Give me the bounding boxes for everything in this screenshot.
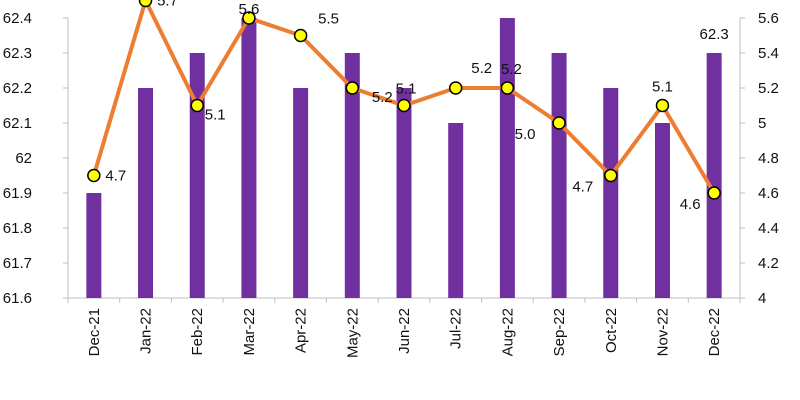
bar-series: [86, 18, 722, 298]
bar: [293, 88, 309, 298]
x-tick-label: Feb-22: [189, 308, 206, 356]
line-point: [604, 168, 618, 183]
line-point: [293, 28, 308, 43]
line-data-label: 5.5: [318, 11, 339, 28]
x-tick-label: Apr-22: [293, 308, 310, 353]
x-tick-label: Jun-22: [396, 308, 413, 354]
line-data-label: 5.1: [396, 81, 417, 98]
bar: [654, 123, 670, 298]
left-tick-label: 62.2: [3, 80, 32, 97]
right-tick-label: 5: [758, 115, 766, 132]
x-tick-label: Sep-22: [551, 308, 568, 356]
x-tick-label: Oct-22: [603, 308, 620, 353]
line-data-label: 5.6: [238, 1, 259, 18]
left-tick-label: 61.6: [3, 290, 32, 307]
line-data-label: 4.6: [680, 196, 701, 213]
line-point: [655, 98, 670, 113]
line-data-label: 5.0: [515, 126, 536, 143]
line-point: [552, 116, 566, 130]
bar: [189, 53, 205, 298]
x-tick-label: May-22: [344, 308, 361, 358]
line-data-label: 4.7: [572, 179, 593, 196]
bar: [86, 193, 102, 298]
x-tick-label: Jan-22: [138, 308, 155, 354]
line-point: [500, 81, 515, 95]
data-labels: 4.75.75.15.65.55.2 5.15.2 5.25.04.75.14.66…: [105, 0, 728, 213]
line-point: [242, 11, 256, 25]
left-tick-label: 62.4: [3, 10, 32, 27]
right-tick-label: 5.4: [758, 45, 779, 62]
line-data-label: 5.2: [372, 89, 393, 106]
bar: [706, 53, 722, 298]
bar-data-label: 62.3: [700, 26, 729, 43]
bar: [396, 88, 412, 298]
bar: [551, 53, 567, 298]
bar: [138, 88, 154, 298]
bar: [241, 18, 257, 298]
x-tick-label: Mar-22: [241, 308, 258, 356]
line-data-label: 5.2: [501, 61, 522, 78]
left-tick-label: 62.1: [3, 115, 32, 132]
line-data-label: 4.7: [105, 168, 126, 185]
bar: [499, 18, 515, 298]
line-point: [448, 81, 463, 95]
right-tick-label: 4.8: [758, 150, 779, 167]
right-tick-label: 5.6: [758, 10, 779, 27]
left-tick-label: 61.9: [3, 185, 32, 202]
line-data-label: 5.1: [652, 79, 673, 96]
left-tick-label: 62.3: [3, 45, 32, 62]
right-tick-label: 4.6: [758, 185, 779, 202]
line-point: [190, 98, 204, 113]
right-tick-label: 4.4: [758, 220, 779, 237]
x-tick-label: Nov-22: [654, 308, 671, 356]
line-series: [87, 0, 721, 200]
line-data-label: 5.2: [471, 60, 492, 77]
right-tick-label: 4: [758, 290, 766, 307]
bar: [448, 123, 464, 298]
line-point: [397, 98, 411, 113]
bar: [344, 53, 360, 298]
left-tick-label: 61.8: [3, 220, 32, 237]
x-tick-label: Dec-22: [706, 308, 723, 356]
line-point: [87, 168, 101, 183]
line-point: [138, 0, 153, 8]
x-tick-label: Dec-21: [86, 308, 103, 356]
bar: [603, 88, 619, 298]
tick-labels: 61.6 61.7 61.8 61.9 62 62.1 62.2 62.3 62.4 4 4.2 4.…: [3, 10, 779, 358]
x-tick-label: Aug-22: [499, 308, 516, 356]
x-tick-label: Jul-22: [448, 308, 465, 349]
line-data-label: 5.1: [205, 107, 226, 124]
line-point: [707, 186, 721, 200]
right-tick-label: 5.2: [758, 80, 779, 97]
left-tick-label: 62: [15, 150, 32, 167]
left-tick-label: 61.7: [3, 255, 32, 272]
right-tick-label: 4.2: [758, 255, 779, 272]
line-data-label: 5.7: [157, 0, 178, 10]
line-point: [345, 81, 360, 95]
